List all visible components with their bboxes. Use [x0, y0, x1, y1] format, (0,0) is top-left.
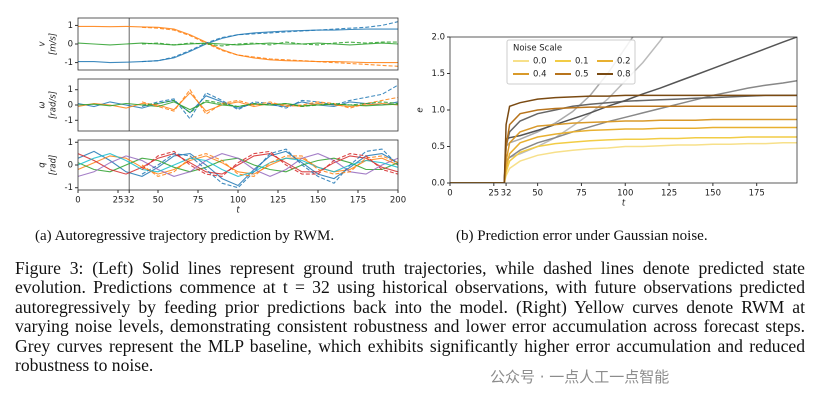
x-tick-label: 100 [230, 196, 246, 206]
x-tick-label: 32 [124, 196, 135, 206]
legend-label: 0.1 [575, 57, 589, 67]
legend-label: 0.0 [533, 57, 547, 67]
legend-label: 0.5 [575, 70, 589, 80]
series-line [450, 105, 797, 183]
y-tick-label: -1 [65, 58, 73, 68]
plot-area [78, 79, 398, 131]
x-tick-label: 125 [270, 196, 286, 206]
x-tick-label: 50 [532, 189, 543, 199]
series-line [78, 28, 398, 64]
y-axis-label: q [38, 162, 48, 168]
x-tick-label: 175 [350, 196, 366, 206]
y-tick-label: 1 [68, 138, 73, 148]
subcaption: (b) Prediction error under Gaussian nois… [456, 228, 708, 244]
x-tick-label: 150 [310, 196, 326, 206]
y-tick-label: 0 [68, 161, 73, 171]
x-axis-label: t [236, 206, 240, 216]
x-tick-label: 150 [705, 189, 721, 199]
series-line [78, 153, 398, 177]
series-line [450, 37, 797, 183]
series-line [78, 95, 398, 114]
plot-area [450, 37, 797, 183]
y-tick-label: 0 [68, 101, 73, 111]
x-tick-label: 75 [576, 189, 587, 199]
series-line [141, 21, 398, 63]
x-tick-label: 0 [447, 189, 452, 199]
y-axis-label: [rad] [49, 155, 59, 176]
y-axis-label: [rad/s] [49, 91, 59, 119]
y-tick-label: 1.0 [431, 106, 445, 116]
series-line [141, 148, 398, 189]
plot-area [78, 140, 398, 190]
y-tick-label: 2.0 [431, 33, 445, 43]
series-line [450, 94, 797, 183]
series-line [450, 37, 664, 183]
series-line [450, 118, 797, 183]
subcaption: (a) Autoregressive trajectory prediction… [35, 228, 335, 244]
series-line [450, 37, 634, 183]
series-line [141, 153, 398, 178]
watermark: 公众号 · 一点人工一点智能 [490, 368, 670, 386]
series-line [141, 88, 398, 115]
series-line [78, 42, 398, 46]
series-line [78, 153, 398, 175]
y-axis-label: [m/s] [49, 33, 59, 55]
plot-area [78, 18, 398, 70]
series-line [78, 150, 398, 187]
legend-label: 0.4 [533, 70, 547, 80]
y-tick-label: 0.0 [431, 179, 445, 189]
series-line [450, 136, 797, 183]
legend-label: 0.2 [617, 57, 631, 67]
x-tick-label: 200 [390, 196, 406, 206]
x-tick-label: 75 [193, 196, 204, 206]
y-tick-label: 1.5 [431, 69, 445, 79]
legend-label: 0.8 [617, 70, 631, 80]
x-tick-label: 50 [153, 196, 164, 206]
series-line [78, 91, 398, 112]
x-tick-label: 25 [113, 196, 124, 206]
series-line [450, 142, 797, 183]
y-axis-label: e [416, 107, 426, 112]
y-tick-label: 1 [68, 85, 73, 95]
caption: Figure 3: (Left) Solid lines represent g… [15, 258, 805, 376]
y-axis-label: ω [38, 101, 48, 108]
series-line [141, 41, 398, 47]
x-tick-label: 100 [617, 189, 633, 199]
x-tick-label: 125 [661, 189, 677, 199]
y-tick-label: 0.5 [431, 142, 445, 152]
y-tick-label: -1 [65, 116, 73, 126]
series-line [78, 25, 398, 64]
series-line [450, 126, 797, 183]
x-tick-label: 175 [749, 189, 765, 199]
series-line [450, 80, 797, 183]
series-line [141, 84, 398, 120]
series-line [78, 153, 398, 177]
x-tick-label: 0 [75, 196, 80, 206]
y-tick-label: 0 [68, 40, 73, 50]
y-tick-label: 1 [68, 21, 73, 31]
series-line [141, 99, 398, 114]
series-line [141, 150, 398, 177]
x-tick-label: 32 [501, 189, 512, 199]
series-line [141, 26, 398, 67]
legend-title: Noise Scale [513, 44, 562, 54]
x-tick-label: 25 [488, 189, 499, 199]
x-axis-label: t [622, 199, 626, 209]
y-axis-label: v [38, 41, 48, 47]
y-tick-label: -1 [65, 183, 73, 193]
